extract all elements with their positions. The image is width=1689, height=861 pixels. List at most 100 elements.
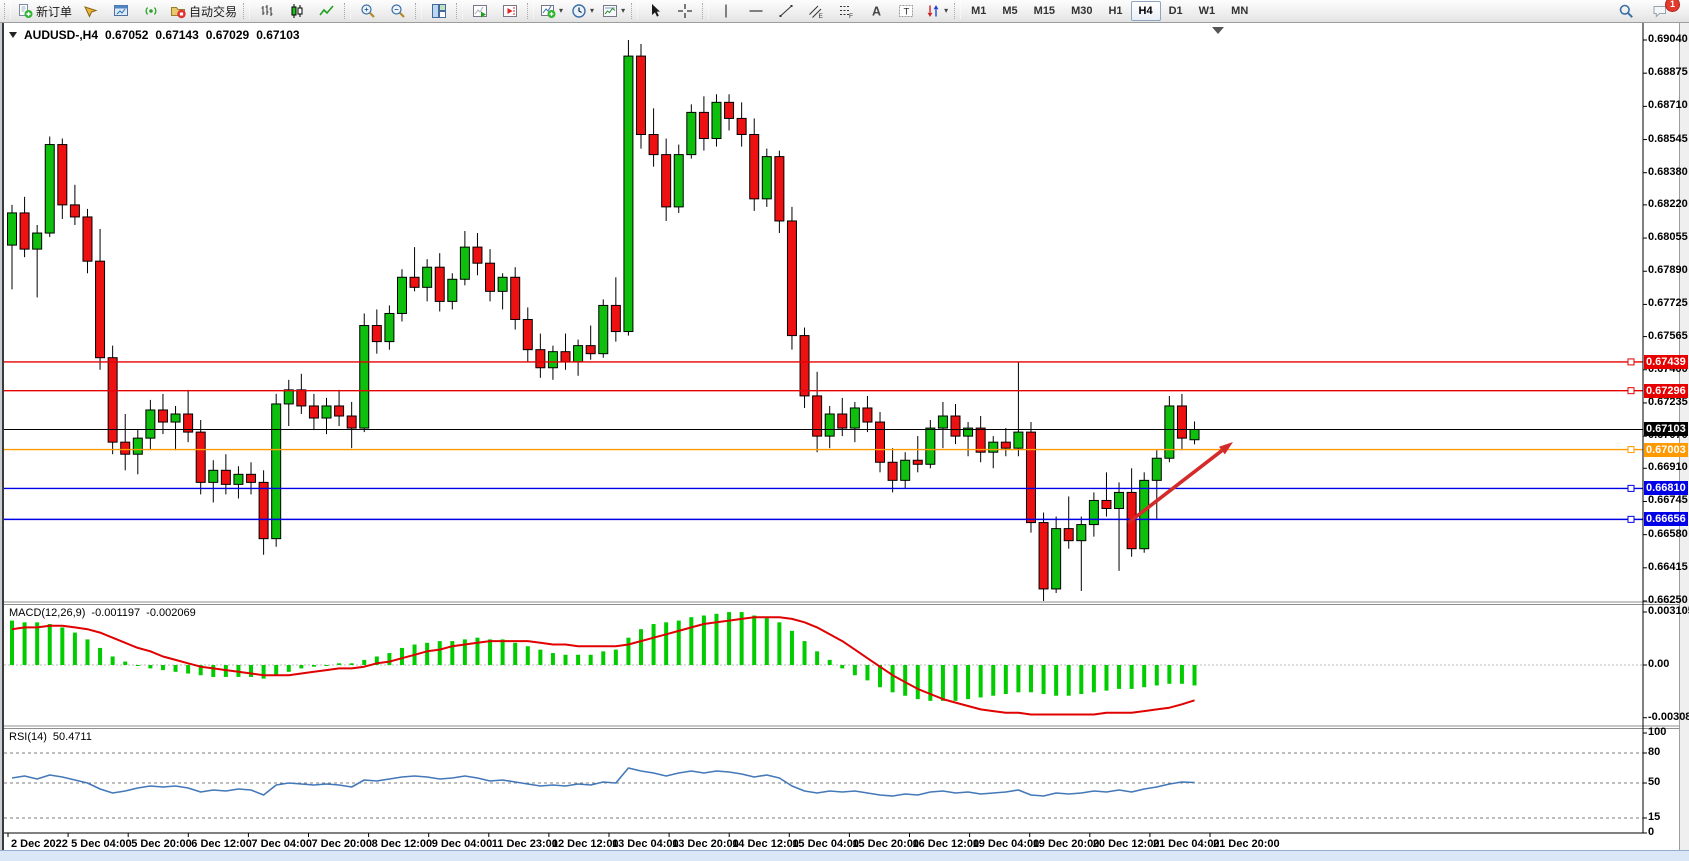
- bar-chart-mode-button[interactable]: [252, 0, 282, 22]
- vertical-line-button[interactable]: [711, 0, 741, 22]
- timeframe-m1-button[interactable]: M1: [971, 5, 987, 17]
- timeframe-m30-button[interactable]: M30: [1071, 5, 1093, 17]
- price-axis-label: 0.67235: [1648, 395, 1688, 408]
- time-axis-label: 7 Dec 04:00: [251, 838, 312, 850]
- price-axis-label: 0.00: [1648, 658, 1670, 670]
- text-label-button[interactable]: T: [891, 0, 921, 22]
- horizontal-line-button[interactable]: [741, 0, 771, 22]
- line-handle[interactable]: [1627, 358, 1635, 366]
- autotrading-icon: [171, 7, 186, 19]
- timeframe-m5-button[interactable]: M5: [1002, 5, 1018, 17]
- notifications-button[interactable]: 1: [1645, 0, 1680, 22]
- price-line-badge: 0.66656: [1644, 512, 1688, 527]
- ohlc-high: 0.67143: [155, 28, 199, 42]
- chart-shift-marker[interactable]: [1212, 27, 1224, 34]
- indicators-button[interactable]: ▾: [536, 0, 567, 22]
- fibonacci-button[interactable]: F: [831, 0, 861, 22]
- price-axis-label: 0.66745: [1648, 494, 1688, 507]
- price-axis-label: 0: [1648, 826, 1655, 838]
- line-handle[interactable]: [1627, 387, 1635, 395]
- toolbar-right: 1: [1611, 0, 1680, 22]
- crosshair-icon: [678, 4, 693, 18]
- chart-expander-icon[interactable]: [9, 32, 17, 38]
- time-axis-label: 13 Dec 20:00: [672, 838, 739, 850]
- dropdown-caret-icon[interactable]: ▾: [590, 6, 595, 15]
- autotrading-label: 自动交易: [189, 4, 238, 19]
- text-button[interactable]: A: [861, 0, 891, 22]
- macd-histogram: [10, 612, 1197, 701]
- time-axis-label: 9 Dec 04:00: [431, 838, 493, 850]
- new-order-button[interactable]: 新订单: [13, 0, 76, 22]
- signals-button[interactable]: [136, 0, 166, 22]
- bar-mode-icon: [261, 5, 273, 16]
- price-axis-label: 100: [1648, 726, 1667, 738]
- trendline-button[interactable]: [771, 0, 801, 22]
- time-axis-label: 11 Dec 23:00: [491, 838, 558, 850]
- price-axis-label: 0.68545: [1648, 132, 1688, 145]
- zoom-out-button[interactable]: [383, 0, 413, 22]
- arrow-annotation-head: [1218, 442, 1233, 455]
- dropdown-caret-icon[interactable]: ▾: [944, 6, 949, 15]
- zoom-in-button[interactable]: [353, 0, 383, 22]
- auto-scroll-button[interactable]: [465, 0, 495, 22]
- time-axis-label: 21 Dec 04:00: [1152, 838, 1220, 850]
- text-label-icon: T: [899, 5, 914, 18]
- cursor-button[interactable]: [640, 0, 670, 22]
- window-right-edge: [1679, 23, 1689, 851]
- candles-layer: [7, 40, 1200, 601]
- dropdown-caret-icon[interactable]: ▾: [559, 6, 564, 15]
- line-handle[interactable]: [1627, 446, 1635, 454]
- arrow-annotation[interactable]: [1126, 449, 1224, 525]
- price-line-badge: 0.67003: [1644, 442, 1688, 457]
- arrows-button[interactable]: ▾: [921, 0, 952, 22]
- zoom-in-icon: [361, 4, 375, 18]
- time-axis-label: 14 Dec 12:00: [732, 838, 799, 850]
- toolbar: 新订单 自动交易 ▾ ▾ ▾ E F A T ▾ M1 M5 M15 M30 H1 H4 D1 W1 MN 1: [0, 0, 1689, 23]
- candle-mode-icon: [291, 4, 303, 18]
- search-icon: [1619, 4, 1633, 18]
- timeframe-mn-button[interactable]: MN: [1231, 5, 1249, 17]
- price-axis-label: 0.66580: [1648, 527, 1688, 540]
- time-axis-label: 7 Dec 20:00: [311, 838, 373, 850]
- search-button[interactable]: [1611, 0, 1641, 22]
- periods-button[interactable]: ▾: [567, 0, 598, 22]
- price-axis-label: 0.68875: [1648, 66, 1688, 79]
- time-axis-label: 16 Dec 12:00: [912, 838, 980, 850]
- timeframe-d1-button[interactable]: D1: [1168, 5, 1183, 17]
- timeframe-h4-button[interactable]: H4: [1130, 1, 1161, 21]
- ohlc-close: 0.67103: [256, 28, 300, 42]
- price-axis-label: 0.67565: [1648, 329, 1688, 342]
- line-handle[interactable]: [1627, 484, 1635, 492]
- chart-shift-button[interactable]: [495, 0, 525, 22]
- timeframe-w1-button[interactable]: W1: [1198, 5, 1216, 17]
- timeframe-h1-button[interactable]: H1: [1108, 5, 1123, 17]
- toolbar-separator: [954, 3, 962, 19]
- autotrading-button[interactable]: 自动交易: [166, 0, 241, 22]
- line-handle[interactable]: [1627, 515, 1635, 523]
- time-axis-label: 2 Dec 2022: [11, 838, 68, 850]
- time-axis-label: 19 Dec 04:00: [972, 838, 1040, 850]
- line-chart-mode-button[interactable]: [312, 0, 342, 22]
- templates-button[interactable]: ▾: [598, 0, 629, 22]
- new-chart-button[interactable]: [106, 0, 136, 22]
- tile-windows-button[interactable]: [424, 0, 454, 22]
- timeframe-m15-button[interactable]: M15: [1033, 5, 1056, 17]
- ohlc-open: 0.67052: [105, 28, 149, 42]
- crosshair-button[interactable]: [670, 0, 700, 22]
- periods-icon: [572, 4, 586, 18]
- notification-badge: 1: [1665, 0, 1680, 12]
- chart-title: AUDUSD-,H4 0.67052 0.67143 0.67029 0.671…: [9, 28, 300, 42]
- tile-windows-icon: [432, 4, 447, 18]
- toolbar-separator: [527, 3, 535, 19]
- candlestick-mode-button[interactable]: [282, 0, 312, 22]
- metaeditor-button[interactable]: [76, 0, 106, 22]
- dropdown-caret-icon[interactable]: ▾: [621, 6, 626, 15]
- toolbar-separator: [702, 3, 710, 19]
- channel-icon: E: [809, 5, 824, 19]
- fibonacci-icon: F: [840, 6, 853, 19]
- equidistant-channel-button[interactable]: E: [801, 0, 831, 22]
- price-axis-label: 0.69040: [1648, 33, 1688, 45]
